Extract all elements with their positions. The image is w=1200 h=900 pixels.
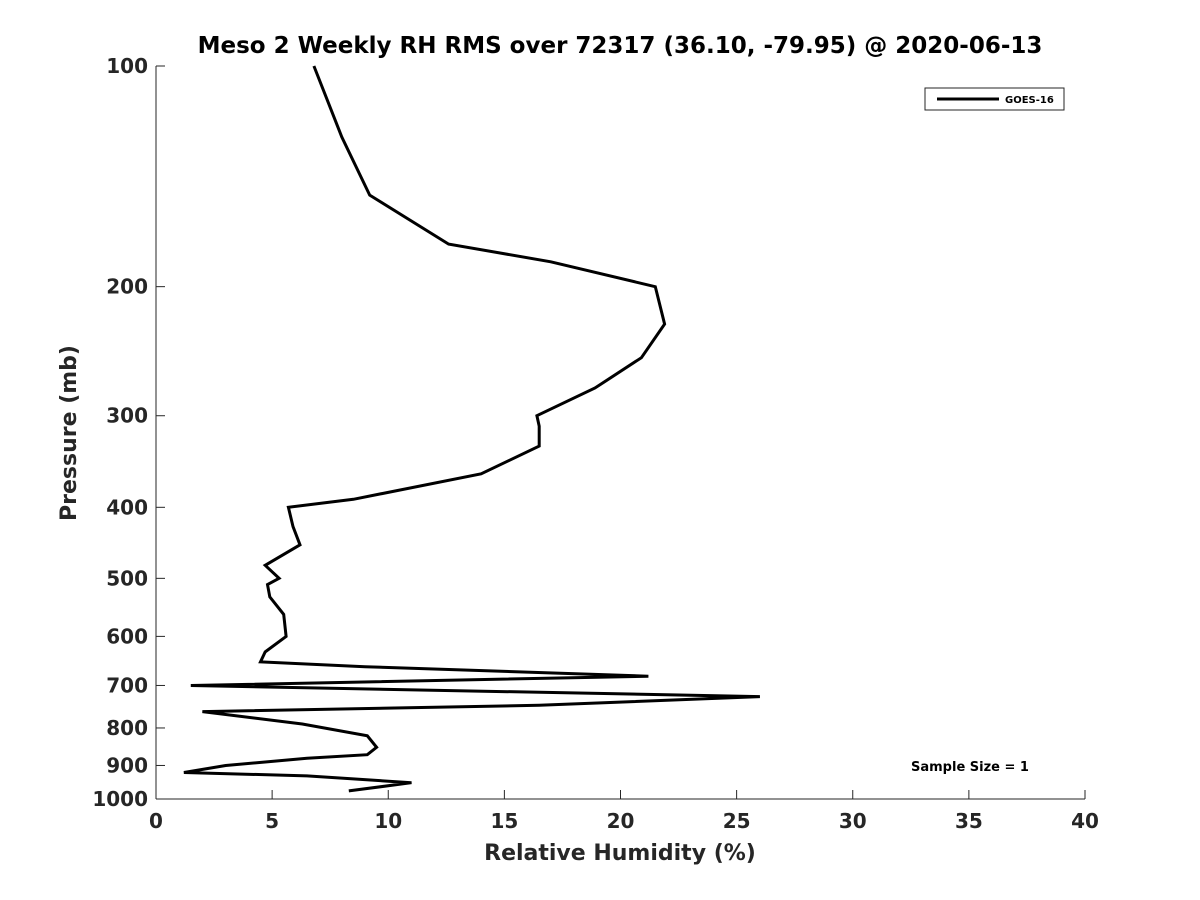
x-tick-label: 5 [265,809,279,833]
x-tick-label: 25 [723,809,751,833]
x-tick-label: 0 [149,809,163,833]
series-line-goes-16 [183,65,760,793]
x-ticks: 0 5 10 15 20 25 30 35 40 [149,790,1099,833]
sample-size-annotation: Sample Size = 1 [911,760,1029,775]
legend-label-goes-16: GOES-16 [1005,95,1054,106]
y-ticks: 100 200 300 400 500 600 700 800 900 1000 [92,54,165,811]
series-layer [183,65,760,793]
y-tick-label: 600 [106,624,148,648]
y-tick-label: 1000 [92,787,148,811]
x-tick-label: 15 [490,809,518,833]
x-tick-label: 10 [374,809,402,833]
y-tick-label: 800 [106,716,148,740]
y-tick-label: 100 [106,54,148,78]
y-tick-label: 300 [106,404,148,428]
x-tick-label: 40 [1071,809,1099,833]
x-tick-label: 30 [839,809,867,833]
x-tick-label: 35 [955,809,983,833]
y-tick-label: 700 [106,673,148,697]
legend: GOES-16 [924,87,1065,111]
y-tick-label: 500 [106,566,148,590]
chart-title: Meso 2 Weekly RH RMS over 72317 (36.10, … [198,33,1043,59]
x-axis-label: Relative Humidity (%) [484,841,756,866]
y-tick-label: 200 [106,275,148,299]
y-tick-label: 900 [106,753,148,777]
y-axis-label: Pressure (mb) [57,345,82,521]
y-tick-label: 400 [106,495,148,519]
x-tick-label: 20 [607,809,635,833]
plot-area [155,66,1085,800]
